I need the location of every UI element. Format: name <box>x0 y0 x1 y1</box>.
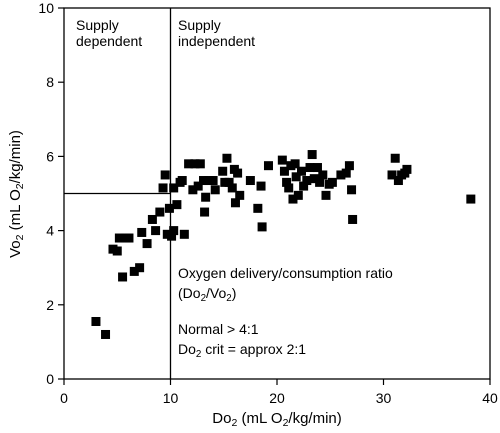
data-point <box>218 166 228 176</box>
region-label-left-line1: Supply <box>76 17 119 33</box>
data-point <box>293 190 303 200</box>
data-point <box>201 192 211 202</box>
data-point <box>195 159 205 169</box>
data-point <box>284 183 294 193</box>
annotation-line4: Do2 crit = approx 2:1 <box>178 341 306 360</box>
data-point <box>233 168 243 178</box>
data-point <box>142 239 152 249</box>
data-point <box>253 203 263 213</box>
data-point <box>177 176 187 186</box>
data-point <box>235 190 245 200</box>
data-point <box>305 163 315 173</box>
data-point <box>312 163 322 173</box>
data-point <box>147 214 157 224</box>
x-axis-ticks: 0 10 20 30 40 <box>60 379 498 406</box>
data-point <box>315 177 325 187</box>
data-point <box>344 161 354 171</box>
data-point <box>318 170 328 180</box>
data-point <box>188 185 198 195</box>
y-tick-label: 10 <box>38 0 54 16</box>
data-point <box>307 150 317 160</box>
data-point <box>227 183 237 193</box>
data-point <box>137 227 147 237</box>
data-point <box>167 231 177 241</box>
data-point <box>277 155 287 165</box>
x-tick-label: 30 <box>376 390 392 406</box>
data-point <box>296 166 306 176</box>
data-point <box>257 222 267 232</box>
y-tick-label: 6 <box>46 148 54 164</box>
y-tick-label: 0 <box>46 371 54 387</box>
data-point <box>172 200 182 210</box>
x-tick-label: 10 <box>163 390 179 406</box>
data-point <box>245 176 255 186</box>
data-point <box>129 266 139 276</box>
data-point <box>302 176 312 186</box>
data-point <box>224 177 234 187</box>
data-point <box>327 177 337 187</box>
data-point <box>112 246 122 256</box>
data-point <box>155 207 165 217</box>
data-point <box>91 316 101 326</box>
data-point <box>279 166 289 176</box>
data-point <box>151 226 161 236</box>
data-point <box>290 159 300 169</box>
data-point <box>263 161 273 171</box>
region-label-right-line1: Supply <box>178 17 221 33</box>
data-point <box>348 214 358 224</box>
data-point <box>124 233 134 243</box>
data-point <box>230 198 240 208</box>
data-point <box>158 183 168 193</box>
data-point <box>160 170 170 180</box>
data-point <box>387 170 397 180</box>
data-point <box>208 176 218 186</box>
annotation-line3: Normal > 4:1 <box>178 321 259 337</box>
data-point <box>101 329 111 339</box>
data-point <box>336 170 346 180</box>
region-label-left-line2: dependent <box>76 33 142 49</box>
data-point <box>169 183 179 193</box>
data-point <box>466 194 476 204</box>
region-label-right-line2: independent <box>178 33 255 49</box>
y-axis-ticks: 0 2 4 6 8 10 <box>38 0 64 387</box>
data-point <box>190 159 200 169</box>
data-point <box>390 153 400 163</box>
x-tick-label: 0 <box>60 390 68 406</box>
y-tick-label: 2 <box>46 297 54 313</box>
x-tick-label: 40 <box>482 390 498 406</box>
data-point <box>114 233 124 243</box>
data-point <box>347 185 357 195</box>
data-point <box>291 172 301 182</box>
data-points <box>91 150 476 339</box>
y-tick-label: 8 <box>46 74 54 90</box>
data-point <box>402 164 412 174</box>
annotation-line2: (Do2/Vo2) <box>178 285 236 304</box>
data-point <box>393 176 403 186</box>
data-point <box>321 190 331 200</box>
data-point <box>193 181 203 191</box>
data-point <box>179 229 189 239</box>
data-point <box>309 174 319 184</box>
y-tick-label: 4 <box>46 223 54 239</box>
x-tick-label: 20 <box>269 390 285 406</box>
reference-lines <box>64 8 172 379</box>
data-point <box>210 185 220 195</box>
data-point <box>135 263 145 273</box>
data-point <box>282 177 292 187</box>
data-point <box>299 181 309 191</box>
data-point <box>164 203 174 213</box>
y-axis-label: Vo2 (mL O2/kg/min) <box>7 130 26 258</box>
data-point <box>288 194 298 204</box>
x-axis-label: Do2 (mL O2/kg/min) <box>212 410 342 429</box>
data-point <box>118 272 128 282</box>
data-point <box>256 181 266 191</box>
data-point <box>199 176 209 186</box>
data-point <box>184 159 194 169</box>
data-point <box>169 226 179 236</box>
data-point <box>341 168 351 178</box>
data-point <box>200 207 210 217</box>
data-point <box>222 153 232 163</box>
annotation-line1: Oxygen delivery/consumption ratio <box>178 265 393 281</box>
